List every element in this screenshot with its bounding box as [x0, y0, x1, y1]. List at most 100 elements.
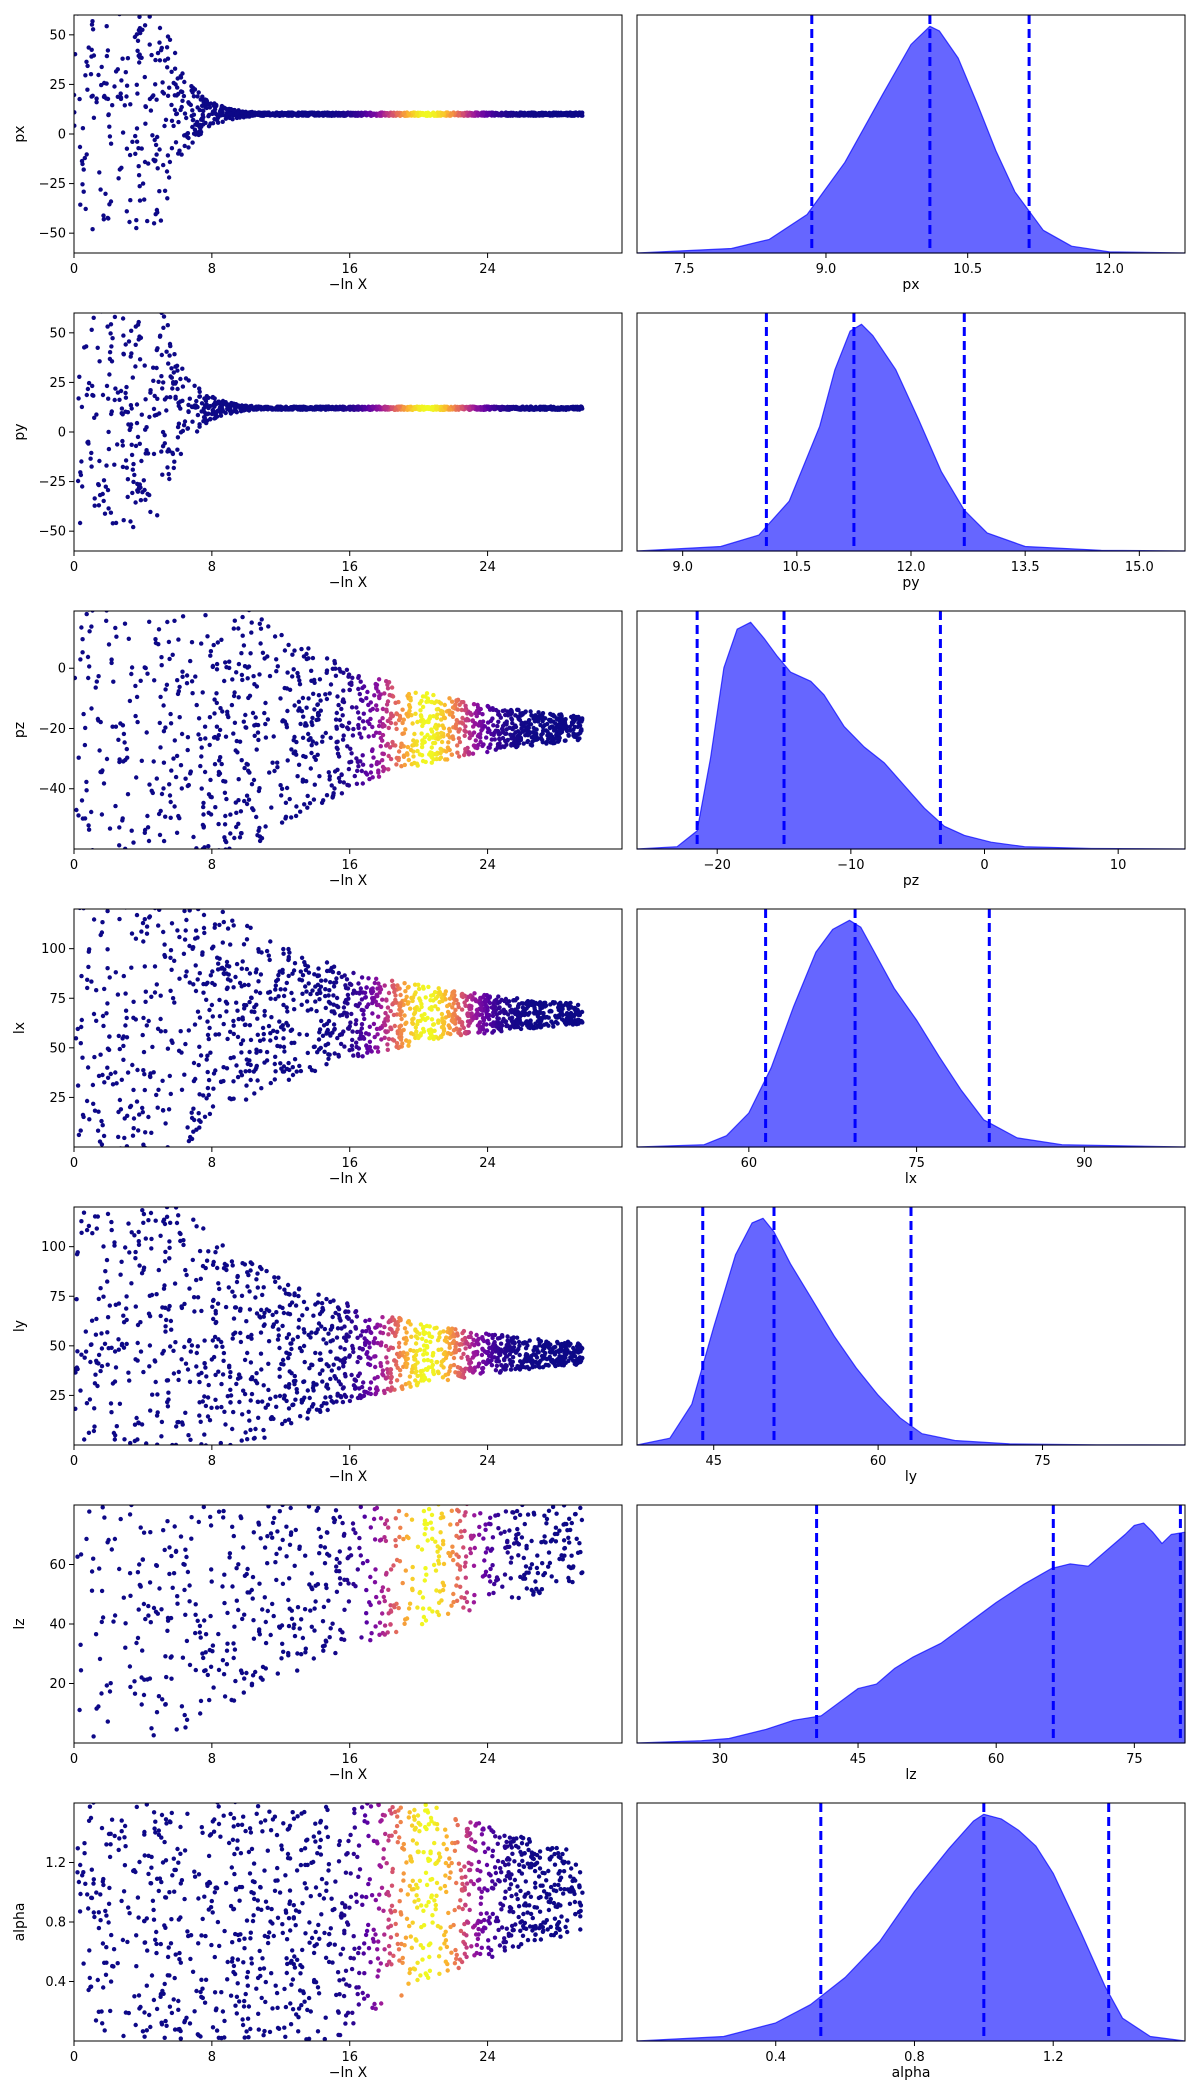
trace-point: [87, 664, 92, 669]
trace-point: [76, 396, 81, 401]
trace-point: [158, 305, 162, 309]
trace-point: [579, 110, 584, 116]
trace-point: [306, 981, 311, 986]
trace-point: [78, 854, 82, 858]
trace-point: [136, 164, 141, 169]
trace-point: [341, 1029, 346, 1034]
trace-point: [187, 909, 192, 913]
trace-point: [406, 112, 412, 117]
trace-point: [404, 994, 409, 999]
trace-point: [92, 1108, 98, 1113]
trace-point: [104, 894, 108, 898]
trace-point: [143, 590, 147, 594]
trace-point: [236, 626, 241, 631]
trace-point: [434, 715, 440, 721]
trace-point: [278, 783, 283, 788]
trace-point: [144, 931, 150, 936]
trace-point: [199, 116, 205, 121]
trace-point: [210, 121, 216, 126]
trace-point: [224, 796, 229, 802]
trace-point: [400, 707, 405, 712]
trace-point: [135, 38, 141, 43]
trace-point: [169, 366, 174, 371]
trace-point: [410, 995, 416, 1000]
trace-point: [349, 1043, 355, 1049]
trace-point: [123, 70, 128, 75]
trace-point: [112, 462, 117, 467]
x-axis-label: px: [902, 277, 919, 293]
trace-point: [164, 603, 168, 607]
trace-point: [286, 642, 291, 648]
trace-point: [108, 510, 114, 515]
trace-point: [496, 994, 501, 999]
trace-point: [200, 112, 205, 117]
trace-point: [356, 674, 361, 679]
trace-point: [103, 484, 109, 489]
trace-point: [374, 685, 379, 690]
trace-point: [491, 405, 496, 411]
trace-point: [130, 467, 135, 472]
trace-point: [84, 779, 89, 785]
trace-point: [85, 87, 90, 92]
trace-point: [282, 987, 288, 992]
trace-point: [88, 880, 92, 884]
trace-point: [323, 730, 328, 736]
trace-point: [425, 405, 431, 411]
trace-point: [333, 980, 339, 985]
trace-point: [107, 134, 113, 139]
trace-point: [169, 1038, 174, 1043]
trace-point: [176, 637, 181, 642]
trace-point: [528, 405, 534, 411]
trace-point: [147, 782, 152, 787]
trace-point: [466, 1023, 471, 1028]
trace-point: [405, 744, 411, 750]
trace-point: [239, 758, 244, 763]
trace-point: [132, 563, 136, 567]
trace-point: [207, 887, 211, 891]
trace-point: [316, 1047, 322, 1052]
trace-point: [374, 707, 380, 712]
trace-point: [335, 751, 341, 756]
trace-point: [404, 751, 410, 756]
trace-point: [123, 991, 128, 996]
trace-point: [300, 695, 306, 701]
trace-point: [527, 112, 532, 117]
trace-point: [129, 931, 135, 936]
trace-point: [349, 705, 355, 710]
trace-point: [349, 682, 354, 687]
trace-point: [426, 112, 432, 117]
trace-point: [191, 94, 197, 99]
trace-point: [95, 716, 101, 722]
trace-point: [518, 110, 523, 115]
trace-point: [356, 725, 361, 731]
trace-point: [197, 424, 202, 429]
trace-point: [333, 407, 338, 412]
trace-point: [378, 744, 383, 749]
x-tick-label: 24: [479, 262, 496, 277]
trace-point: [191, 1060, 197, 1066]
trace-point: [394, 711, 400, 717]
trace-point: [200, 846, 206, 849]
trace-point: [185, 426, 191, 431]
trace-point: [431, 733, 437, 738]
trace-point: [191, 112, 197, 117]
trace-point: [148, 295, 152, 299]
trace-point: [283, 407, 288, 412]
trace-point: [279, 820, 285, 825]
trace-point: [489, 737, 494, 742]
trace-point: [98, 1052, 103, 1057]
trace-point: [364, 772, 370, 777]
trace-point: [385, 111, 390, 116]
trace-point: [456, 406, 461, 411]
trace-point: [116, 893, 120, 897]
trace-point: [157, 147, 162, 152]
trace-point: [147, 619, 152, 624]
trace-point: [503, 738, 508, 744]
trace-point: [421, 407, 427, 412]
trace-point: [175, 678, 180, 683]
trace-point: [86, 823, 91, 828]
trace-point: [540, 714, 545, 719]
trace-point: [163, 1029, 168, 1034]
trace-point: [457, 739, 463, 745]
trace-point: [321, 1023, 327, 1028]
